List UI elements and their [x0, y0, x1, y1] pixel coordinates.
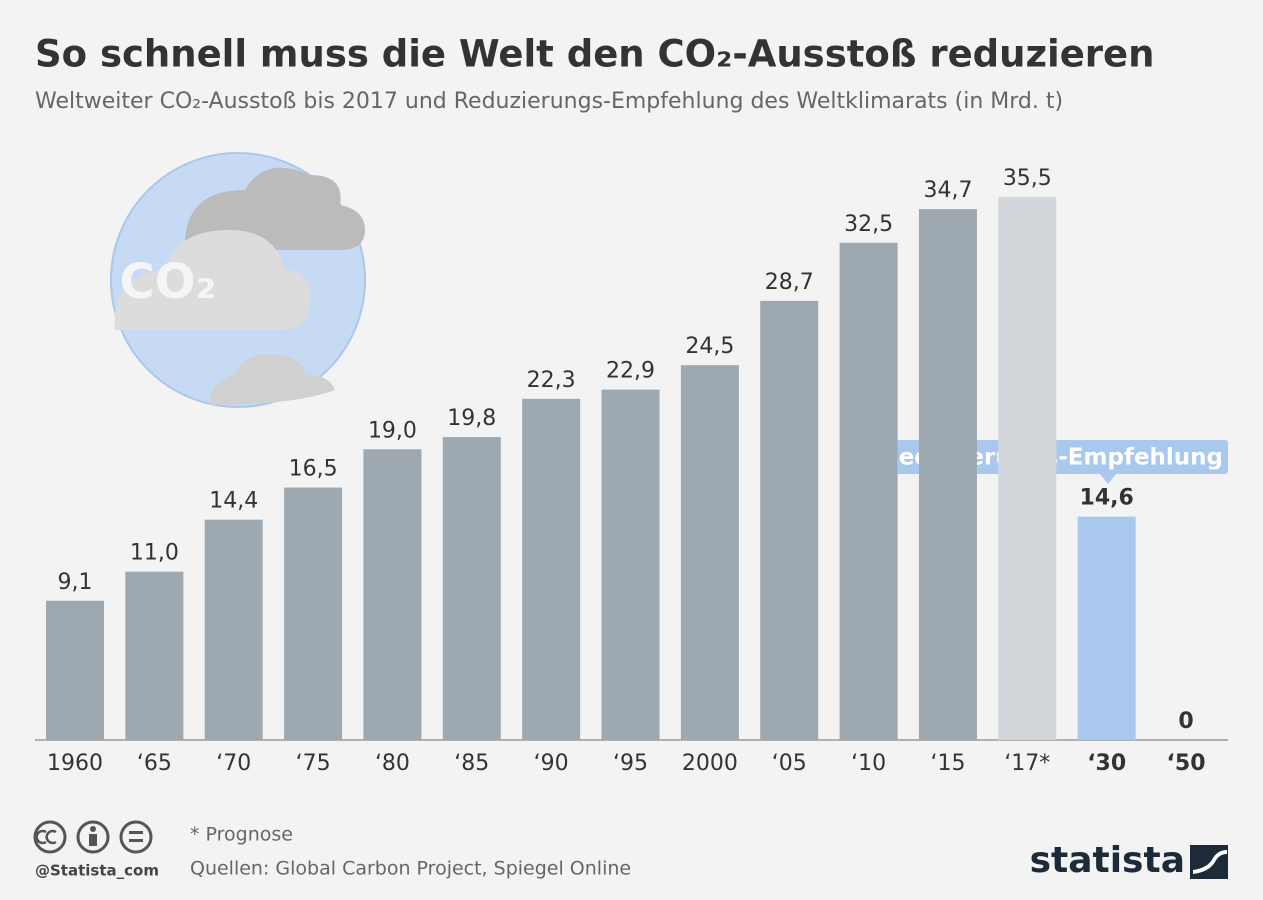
bar	[601, 389, 660, 740]
bar	[363, 449, 422, 740]
x-tick-label: ‘50	[1167, 751, 1206, 776]
nd-icon-bar	[129, 831, 143, 834]
value-label: 11,0	[130, 541, 179, 566]
value-label: 14,6	[1080, 486, 1134, 511]
bar	[839, 242, 898, 740]
bar	[46, 600, 104, 740]
brand: statista	[1030, 840, 1185, 881]
nd-icon	[119, 820, 153, 854]
bar	[680, 365, 739, 740]
bar	[918, 209, 977, 741]
icon-ring	[110, 152, 366, 408]
bar	[204, 519, 263, 740]
value-label: 24,5	[685, 334, 734, 359]
value-label: 19,8	[447, 406, 496, 431]
license-icons	[33, 820, 153, 854]
x-tick-label: ‘65	[137, 751, 172, 776]
chart-subtitle: Weltweiter CO₂-Ausstoß bis 2017 und Redu…	[35, 89, 1063, 114]
x-tick-label: ‘80	[375, 751, 410, 776]
annotation-pointer	[1100, 474, 1116, 484]
x-tick-label: 2000	[682, 751, 738, 776]
chart-title: So schnell muss die Welt den CO₂-Ausstoß…	[35, 33, 1155, 76]
credit: @Statista_com	[35, 862, 159, 880]
x-tick-label: ‘90	[534, 751, 569, 776]
bar	[125, 571, 184, 740]
source: Quellen: Global Carbon Project, Spiegel …	[190, 858, 631, 880]
icon-cloud	[185, 167, 365, 250]
bar	[998, 196, 1057, 741]
x-tick-label: ‘85	[454, 751, 489, 776]
icon-label: CO₂	[119, 254, 216, 310]
value-label: 14,4	[209, 489, 258, 514]
x-tick-label: ‘10	[851, 751, 886, 776]
x-tick-label: 1960	[47, 751, 103, 776]
nd-icon-bar	[129, 839, 143, 842]
value-label: 32,5	[844, 212, 893, 237]
x-tick-label: ‘95	[613, 751, 648, 776]
x-tick-label: ‘70	[216, 751, 251, 776]
value-label: 19,0	[368, 418, 417, 443]
x-tick-label: ‘30	[1087, 751, 1126, 776]
icon-cloud	[210, 354, 335, 405]
value-label: 16,5	[289, 457, 338, 482]
value-label: 0	[1178, 709, 1193, 734]
bar	[284, 487, 343, 740]
x-tick-label: ‘17*	[1004, 751, 1050, 776]
value-label: 28,7	[765, 270, 814, 295]
bar	[522, 398, 581, 740]
value-label: 22,3	[527, 368, 576, 393]
value-label: 9,1	[58, 570, 93, 595]
brand-logo	[1190, 845, 1228, 879]
by-icon-body	[89, 834, 97, 846]
bar	[442, 437, 501, 740]
value-label: 35,5	[1003, 166, 1052, 191]
brand-logo-mark	[1193, 850, 1227, 874]
x-tick-label: ‘05	[772, 751, 807, 776]
co2-icon: CO₂	[110, 152, 366, 408]
value-label: 22,9	[606, 359, 655, 384]
value-label: 34,7	[923, 178, 972, 203]
by-icon	[76, 820, 110, 854]
bar	[1077, 516, 1136, 740]
note: * Prognose	[190, 824, 293, 846]
by-icon-head	[90, 826, 96, 832]
icon-cloud	[114, 230, 310, 330]
x-tick-label: ‘75	[296, 751, 331, 776]
cc-icon-letters	[35, 829, 57, 845]
x-tick-label: ‘15	[930, 751, 965, 776]
cc-icon	[33, 820, 67, 854]
bar	[760, 300, 819, 740]
